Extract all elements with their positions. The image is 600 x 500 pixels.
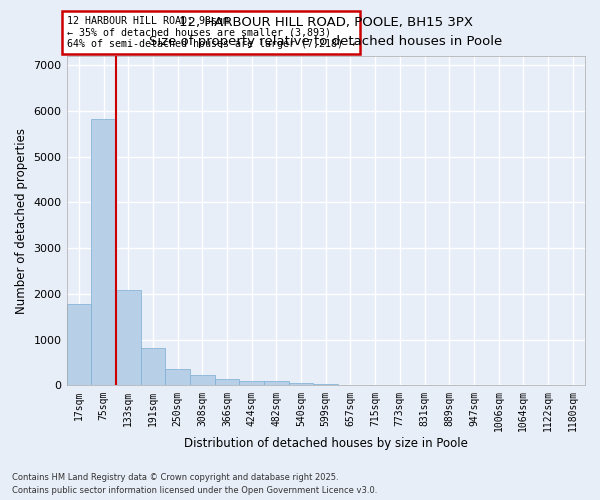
Bar: [239, 381, 264, 386]
Text: Contains HM Land Registry data © Crown copyright and database right 2025.
Contai: Contains HM Land Registry data © Crown c…: [12, 474, 377, 495]
Bar: [91, 119, 116, 386]
Text: 12 HARBOUR HILL ROAD: 93sqm
← 35% of detached houses are smaller (3,893)
64% of : 12 HARBOUR HILL ROAD: 93sqm ← 35% of det…: [67, 16, 355, 50]
Bar: [67, 304, 91, 386]
Bar: [165, 368, 190, 386]
Bar: [338, 384, 363, 386]
Bar: [313, 384, 338, 386]
Title: 12, HARBOUR HILL ROAD, POOLE, BH15 3PX
Size of property relative to detached hou: 12, HARBOUR HILL ROAD, POOLE, BH15 3PX S…: [149, 16, 502, 48]
Bar: [140, 348, 165, 386]
Bar: [289, 382, 313, 386]
Y-axis label: Number of detached properties: Number of detached properties: [15, 128, 28, 314]
X-axis label: Distribution of detached houses by size in Poole: Distribution of detached houses by size …: [184, 437, 468, 450]
Bar: [215, 379, 239, 386]
Bar: [264, 382, 289, 386]
Bar: [190, 376, 215, 386]
Bar: [116, 290, 140, 386]
